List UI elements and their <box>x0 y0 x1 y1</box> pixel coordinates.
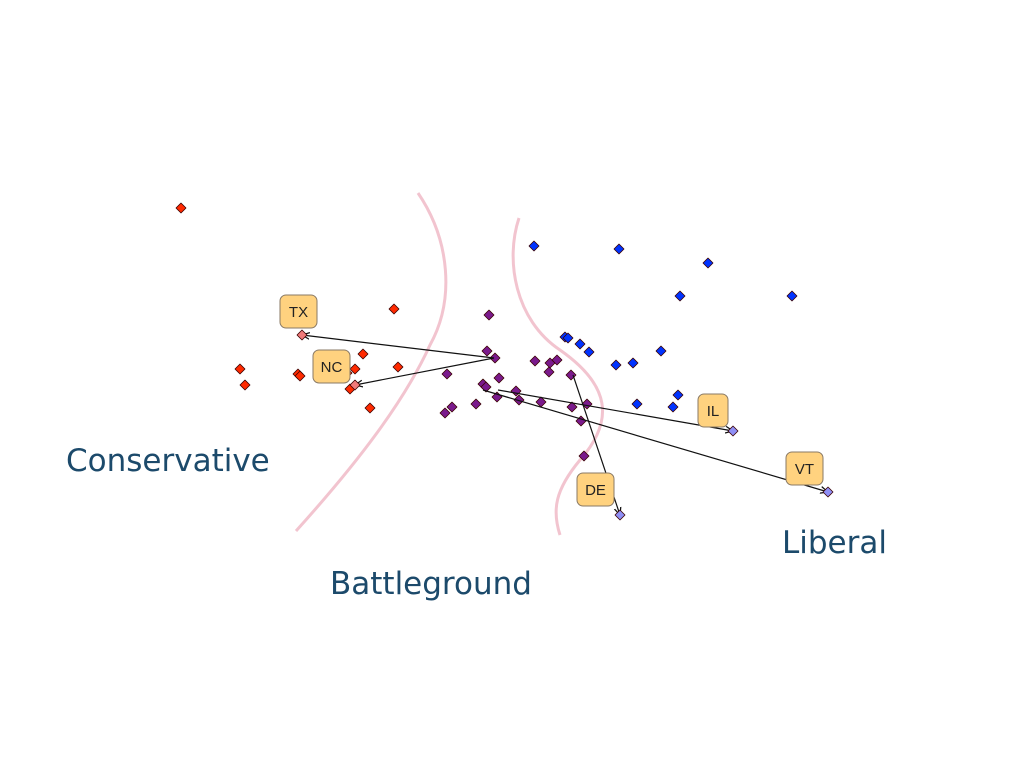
liberal-point <box>574 338 586 350</box>
tag-box-il <box>697 393 729 428</box>
liberal-point <box>562 332 574 344</box>
right-boundary-curve <box>511 217 604 536</box>
state-tags: TX NC IL VT DE <box>279 294 824 507</box>
tag-de: DE <box>576 472 615 507</box>
tag-label-nc: NC <box>321 359 343 376</box>
moved-point-nc <box>349 379 361 391</box>
battleground-point <box>483 309 495 321</box>
liberal-point <box>583 346 595 358</box>
conservative-point <box>392 361 404 373</box>
tag-label-tx: TX <box>289 304 308 321</box>
tag-il: IL <box>697 393 729 428</box>
tag-box-de <box>576 472 615 507</box>
conservative-point <box>234 363 246 375</box>
liberal-point <box>672 389 684 401</box>
conservative-point <box>294 370 306 382</box>
conservative-point <box>388 303 400 315</box>
liberal-point <box>610 359 622 371</box>
battleground-point <box>493 372 505 384</box>
moved-point-tx <box>296 329 308 341</box>
conservative-label: Conservative <box>66 443 270 479</box>
battleground-point <box>551 354 563 366</box>
battleground-point <box>439 407 451 419</box>
liberal-point <box>667 401 679 413</box>
liberal-point <box>702 257 714 269</box>
liberal-point <box>655 345 667 357</box>
tag-box-vt <box>785 451 824 486</box>
moved-point-il <box>727 425 739 437</box>
conservative-point <box>364 402 376 414</box>
liberal-point <box>613 243 625 255</box>
arrow-tx <box>302 335 495 359</box>
battleground-point <box>481 345 493 357</box>
tag-tx: TX <box>279 294 318 329</box>
tag-box-tx <box>279 294 318 329</box>
arrow-il <box>497 389 733 431</box>
conservative-point <box>175 202 187 214</box>
tag-vt: VT <box>785 451 824 486</box>
conservative-point <box>239 379 251 391</box>
state-shift-arrows <box>296 329 834 521</box>
arrow-nc <box>355 357 495 385</box>
tag-label-de: DE <box>585 482 606 499</box>
liberal-label: Liberal <box>782 525 887 561</box>
arrow-vt <box>482 389 828 492</box>
battleground-point <box>441 368 453 380</box>
battleground-label: Battleground <box>330 566 532 602</box>
liberal-point <box>786 290 798 302</box>
battleground-point <box>543 366 555 378</box>
liberal-point <box>631 398 643 410</box>
moved-point-vt <box>822 486 834 498</box>
liberal-point <box>627 357 639 369</box>
battleground-point <box>489 352 501 364</box>
battleground-point <box>578 450 590 462</box>
tag-label-il: IL <box>707 403 720 420</box>
battleground-point <box>566 401 578 413</box>
tag-label-vt: VT <box>795 461 814 478</box>
battleground-point <box>513 394 525 406</box>
conservative-point <box>349 363 361 375</box>
battleground-point <box>529 355 541 367</box>
conservative-point <box>357 348 369 360</box>
tag-box-nc <box>312 349 351 384</box>
liberal-point <box>674 290 686 302</box>
liberal-point <box>528 240 540 252</box>
battleground-point <box>510 385 522 397</box>
moved-point-de <box>614 509 626 521</box>
battleground-point <box>446 401 458 413</box>
tag-nc: NC <box>312 349 351 384</box>
battleground-point <box>470 398 482 410</box>
battleground-point <box>480 381 492 393</box>
